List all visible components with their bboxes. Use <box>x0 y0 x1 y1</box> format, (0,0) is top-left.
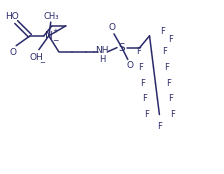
Text: F: F <box>162 47 167 56</box>
Text: O: O <box>108 23 116 33</box>
Text: NH: NH <box>95 46 109 55</box>
Text: H: H <box>99 55 105 64</box>
Text: F: F <box>142 94 147 103</box>
Text: O: O <box>126 61 133 70</box>
Text: F: F <box>157 122 162 131</box>
Text: F: F <box>138 63 143 72</box>
Text: F: F <box>140 79 145 88</box>
Text: −: − <box>39 60 45 66</box>
Text: O: O <box>10 48 17 57</box>
Text: F: F <box>136 47 141 56</box>
Text: F: F <box>166 79 171 88</box>
Text: −: − <box>52 36 59 45</box>
Text: F: F <box>168 94 173 103</box>
Text: S: S <box>118 43 125 53</box>
Text: +: + <box>52 28 58 34</box>
Text: F: F <box>144 110 149 119</box>
Text: HO: HO <box>5 12 19 21</box>
Text: F: F <box>160 27 165 36</box>
Text: F: F <box>168 35 173 44</box>
Text: N: N <box>45 31 53 41</box>
Text: F: F <box>170 110 175 119</box>
Text: OH: OH <box>29 53 43 62</box>
Text: F: F <box>164 63 169 72</box>
Text: CH₃: CH₃ <box>43 12 58 21</box>
